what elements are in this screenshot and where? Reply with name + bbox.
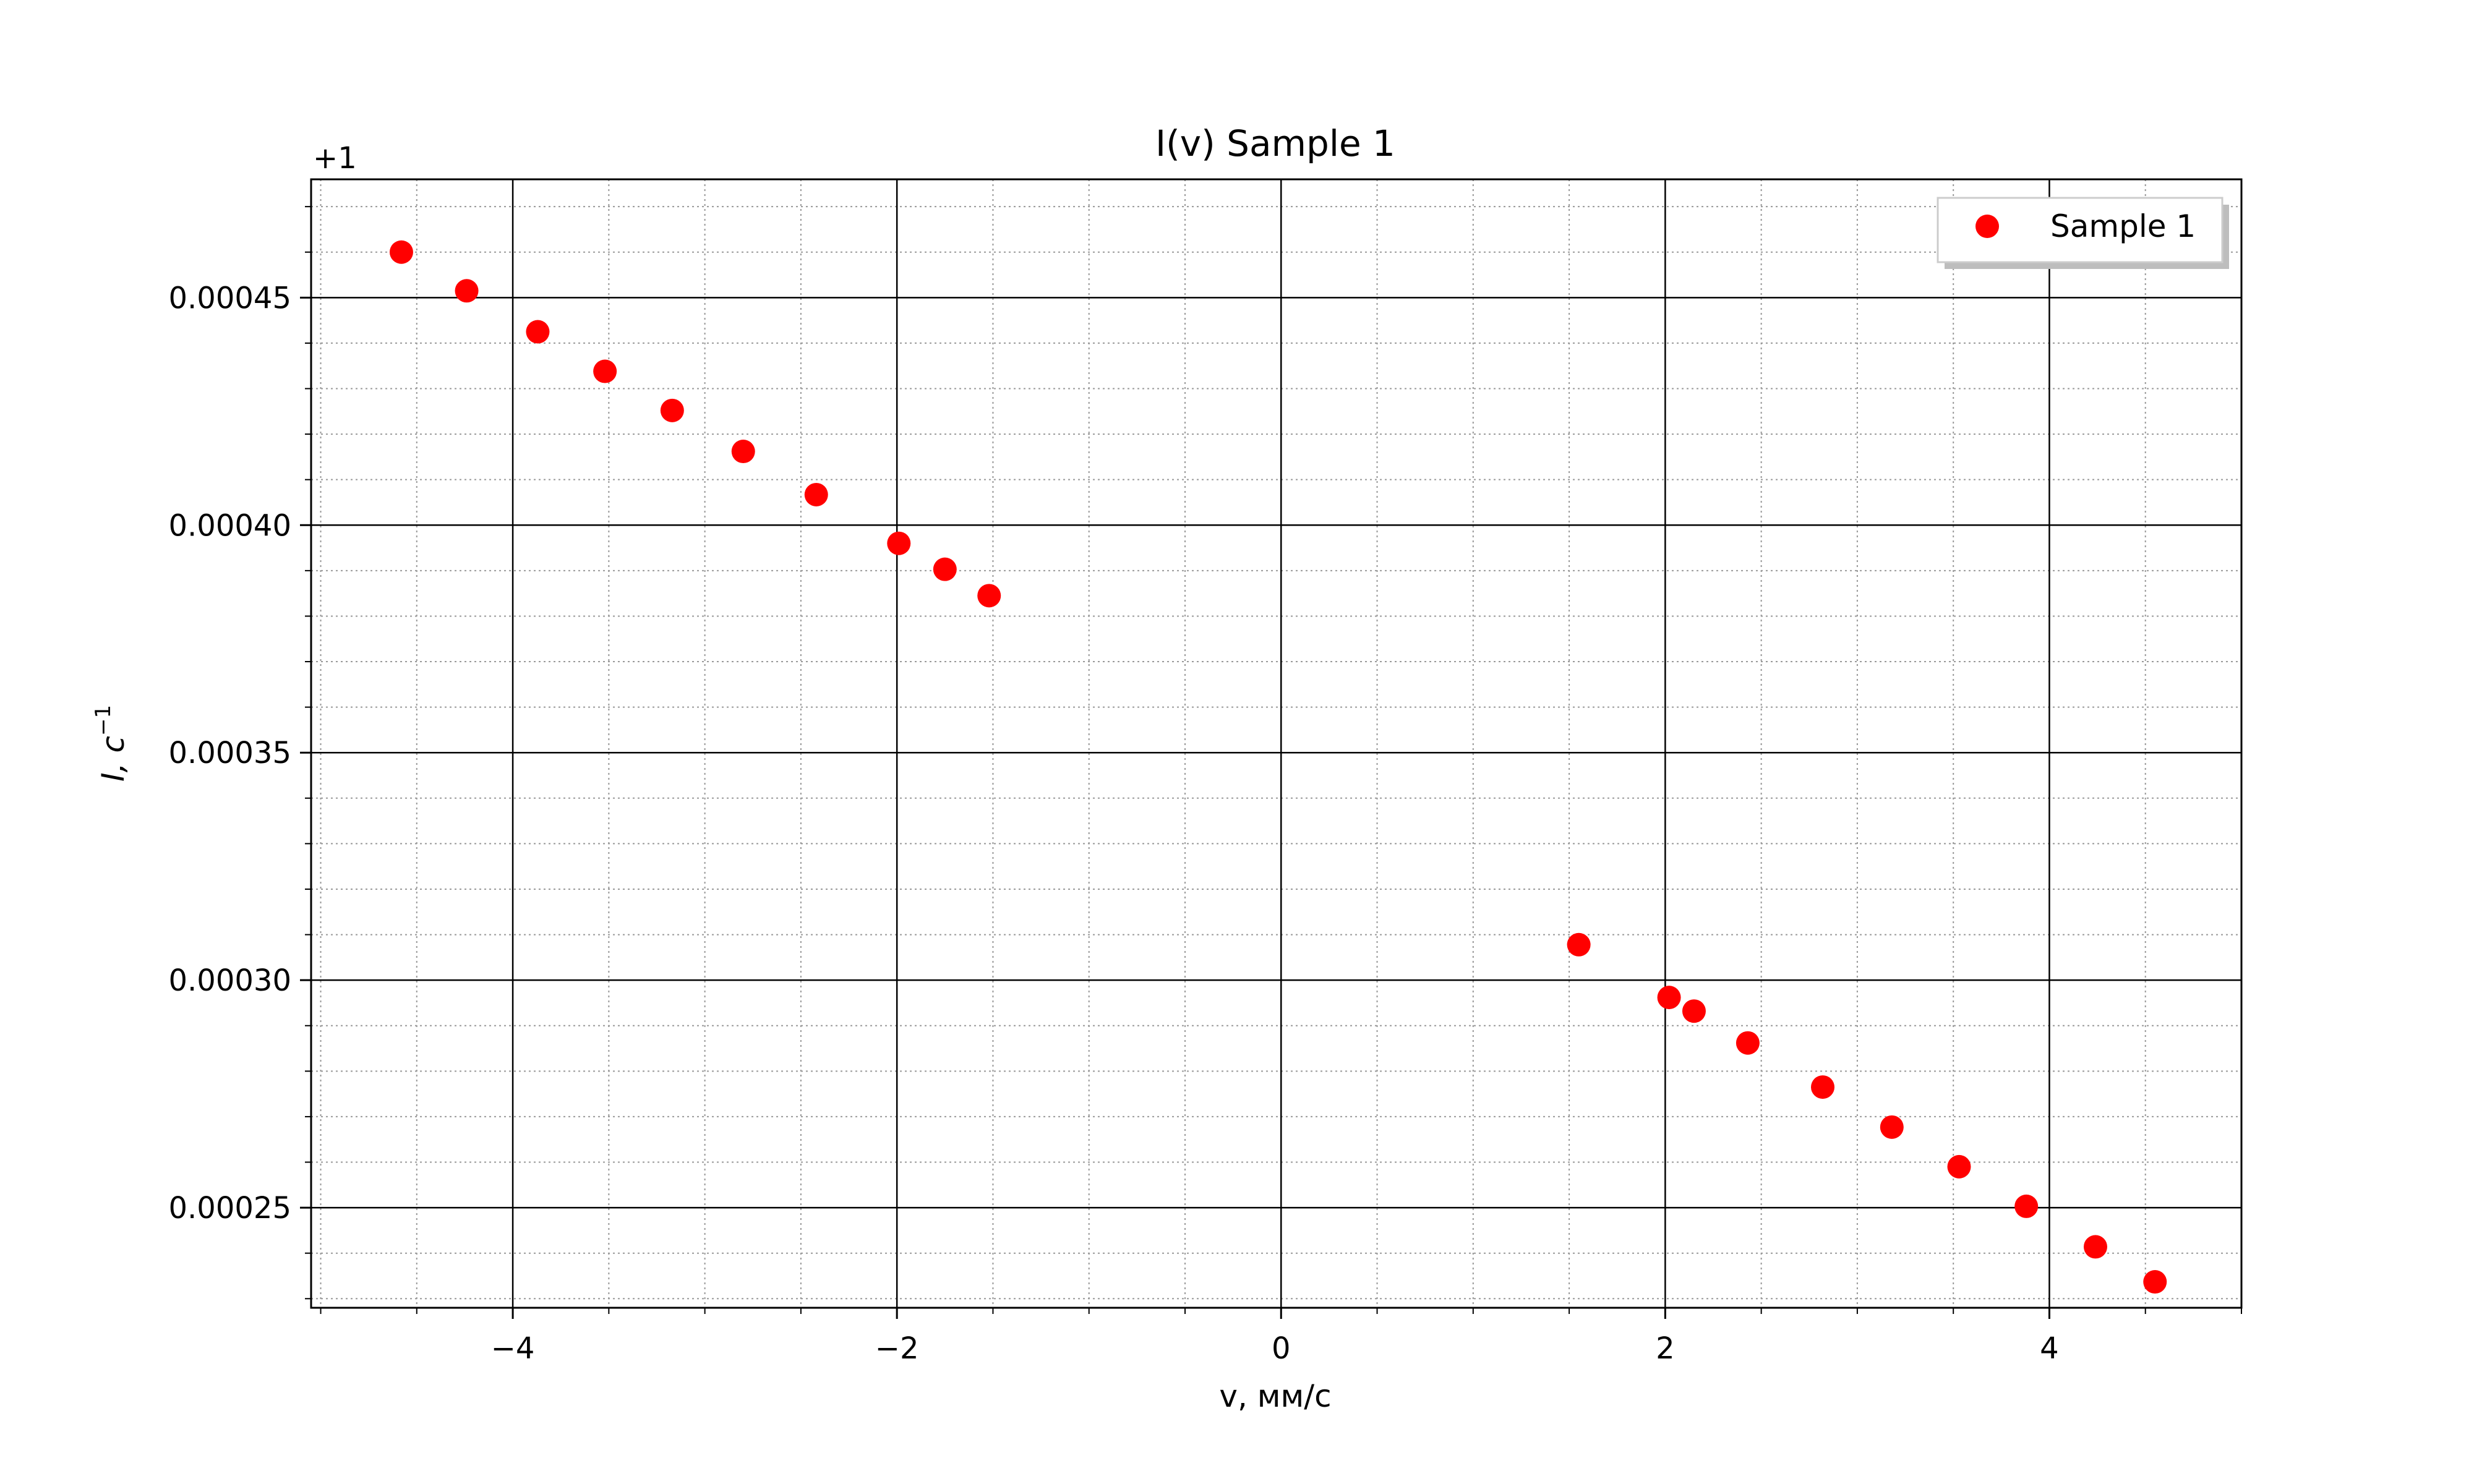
x-tick-label: −4: [491, 1331, 535, 1366]
x-axis-label: v, мм/с: [1219, 1378, 1331, 1414]
legend-marker: [1975, 215, 1999, 238]
data-point: [2014, 1194, 2039, 1218]
data-point: [1880, 1115, 1904, 1139]
data-point: [2083, 1235, 2107, 1259]
axis-ticks: [300, 206, 2242, 1319]
data-point: [1736, 1031, 1760, 1055]
data-point: [804, 482, 828, 506]
data-point: [455, 279, 479, 303]
data-point: [1657, 986, 1681, 1010]
data-point: [660, 398, 684, 422]
y-offset-text: +1: [313, 141, 357, 176]
legend: Sample 1: [1937, 197, 2229, 269]
y-tick-label: 0.00035: [169, 736, 292, 770]
tick-labels: −4 −2 0 2 4 0.00025 0.00030 0.00035 0.00040 0.000…: [169, 281, 2059, 1366]
x-tick-label: 0: [1272, 1331, 1291, 1366]
y-tick-label: 0.00040: [169, 508, 292, 543]
x-tick-label: −2: [875, 1331, 919, 1366]
data-point: [977, 584, 1001, 608]
data-point: [731, 440, 755, 464]
y-tick-label: 0.00025: [169, 1191, 292, 1226]
data-point: [2143, 1270, 2167, 1294]
x-tick-label: 4: [2040, 1331, 2059, 1366]
major-grid: [311, 179, 2241, 1308]
data-points: [389, 240, 2167, 1294]
x-tick-label: 2: [1656, 1331, 1675, 1366]
y-tick-label: 0.00045: [169, 281, 292, 315]
y-tick-label: 0.00030: [169, 963, 292, 998]
data-point: [593, 359, 617, 383]
data-point: [887, 531, 911, 555]
data-point: [1947, 1154, 1971, 1179]
y-axis-label-main: I, c: [95, 736, 131, 782]
data-point: [389, 240, 413, 264]
data-point: [1811, 1075, 1835, 1099]
data-point: [526, 320, 550, 344]
data-point: [933, 557, 957, 581]
y-axis-label-exponent: −1: [91, 705, 116, 736]
data-point: [1567, 932, 1591, 957]
legend-label: Sample 1: [2050, 208, 2196, 244]
y-axis-label: I, c−1: [91, 705, 131, 782]
data-point: [1682, 999, 1706, 1023]
plot-frame: [310, 178, 2243, 1309]
chart-title: I(v) Sample 1: [1155, 122, 1395, 164]
